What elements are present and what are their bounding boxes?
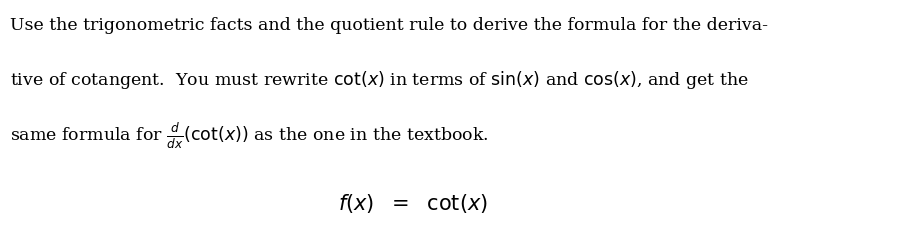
- Text: same formula for $\frac{d}{dx}\left(\mathrm{cot}(x)\right)$ as the one in the te: same formula for $\frac{d}{dx}\left(\mat…: [10, 122, 489, 151]
- Text: Use the trigonometric facts and the quotient rule to derive the formula for the : Use the trigonometric facts and the quot…: [10, 17, 768, 34]
- Text: tive of cotangent.  You must rewrite $\mathrm{cot}(x)$ in terms of $\mathrm{sin}: tive of cotangent. You must rewrite $\ma…: [10, 69, 749, 91]
- Text: $f(x)\ \ =\ \ \mathrm{cot}(x)$: $f(x)\ \ =\ \ \mathrm{cot}(x)$: [338, 192, 488, 215]
